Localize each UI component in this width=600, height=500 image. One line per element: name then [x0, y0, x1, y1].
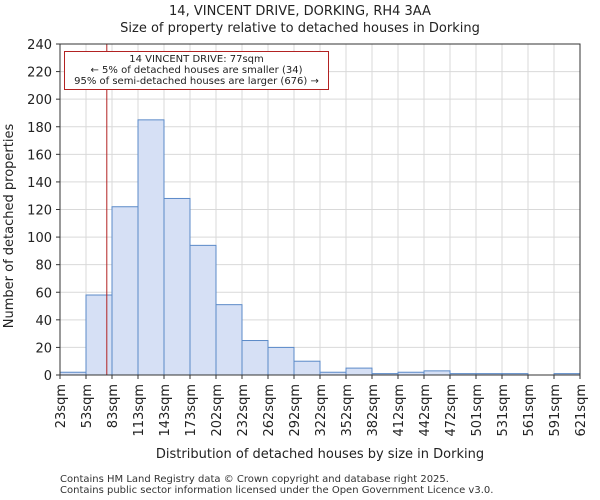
y-tick-label: 0 [44, 369, 52, 384]
x-tick-label: 442sqm [418, 384, 433, 437]
y-tick-label: 200 [27, 93, 52, 108]
histogram-bar [241, 340, 269, 376]
x-tick-label: 202sqm [210, 384, 225, 437]
footer-line-1: Contains HM Land Registry data © Crown c… [60, 474, 449, 485]
y-tick-label: 60 [35, 286, 52, 301]
x-tick-label: 292sqm [288, 384, 303, 437]
y-tick-label: 80 [35, 259, 52, 274]
histogram-bar [137, 119, 165, 376]
x-tick-label: 531sqm [496, 384, 511, 437]
y-tick-label: 20 [35, 341, 52, 356]
y-tick-label: 120 [27, 204, 52, 219]
x-tick-label: 412sqm [392, 384, 407, 437]
x-tick-label: 23sqm [54, 384, 69, 428]
x-tick-label: 173sqm [184, 384, 199, 437]
histogram-bar [215, 304, 243, 376]
y-tick-label: 160 [27, 148, 52, 163]
x-tick-label: 53sqm [80, 384, 95, 428]
y-tick-label: 240 [27, 38, 52, 53]
annotation-line-1: 14 VINCENT DRIVE: 77sqm [129, 54, 264, 65]
histogram-bar [111, 206, 139, 376]
x-tick-label: 143sqm [158, 384, 173, 437]
x-tick-label: 472sqm [444, 384, 459, 437]
histogram-bar [189, 244, 217, 376]
x-tick-label: 83sqm [106, 384, 121, 428]
x-tick-label: 113sqm [132, 384, 147, 437]
x-tick-label: 232sqm [236, 384, 251, 437]
x-axis-label: Distribution of detached houses by size … [156, 447, 484, 462]
chart-title: 14, VINCENT DRIVE, DORKING, RH4 3AA [169, 4, 431, 19]
histogram-bar [85, 294, 113, 376]
histogram-bar [293, 360, 321, 376]
y-tick-label: 100 [27, 231, 52, 246]
histogram-bar [345, 367, 373, 376]
x-tick-label: 561sqm [522, 384, 537, 437]
y-axis-label: Number of detached properties [2, 124, 17, 329]
x-tick-label: 352sqm [340, 384, 355, 437]
histogram-bar [423, 370, 451, 376]
x-tick-label: 621sqm [574, 384, 589, 437]
annotation-line-3: 95% of semi-detached houses are larger (… [74, 76, 319, 87]
annotation-box: 14 VINCENT DRIVE: 77sqm ← 5% of detached… [64, 51, 329, 90]
histogram-bar [267, 346, 295, 376]
x-tick-label: 382sqm [366, 384, 381, 437]
x-tick-label: 322sqm [314, 384, 329, 437]
histogram-bar [163, 197, 191, 376]
y-tick-label: 140 [27, 176, 52, 191]
chart-subtitle: Size of property relative to detached ho… [120, 21, 480, 36]
x-tick-label: 591sqm [548, 384, 563, 437]
footer-line-2: Contains public sector information licen… [60, 485, 494, 496]
annotation-line-2: ← 5% of detached houses are smaller (34) [90, 65, 303, 76]
y-tick-label: 180 [27, 121, 52, 136]
x-tick-label: 262sqm [262, 384, 277, 437]
y-tick-label: 40 [35, 314, 52, 329]
x-tick-label: 501sqm [470, 384, 485, 437]
y-tick-label: 220 [27, 66, 52, 81]
